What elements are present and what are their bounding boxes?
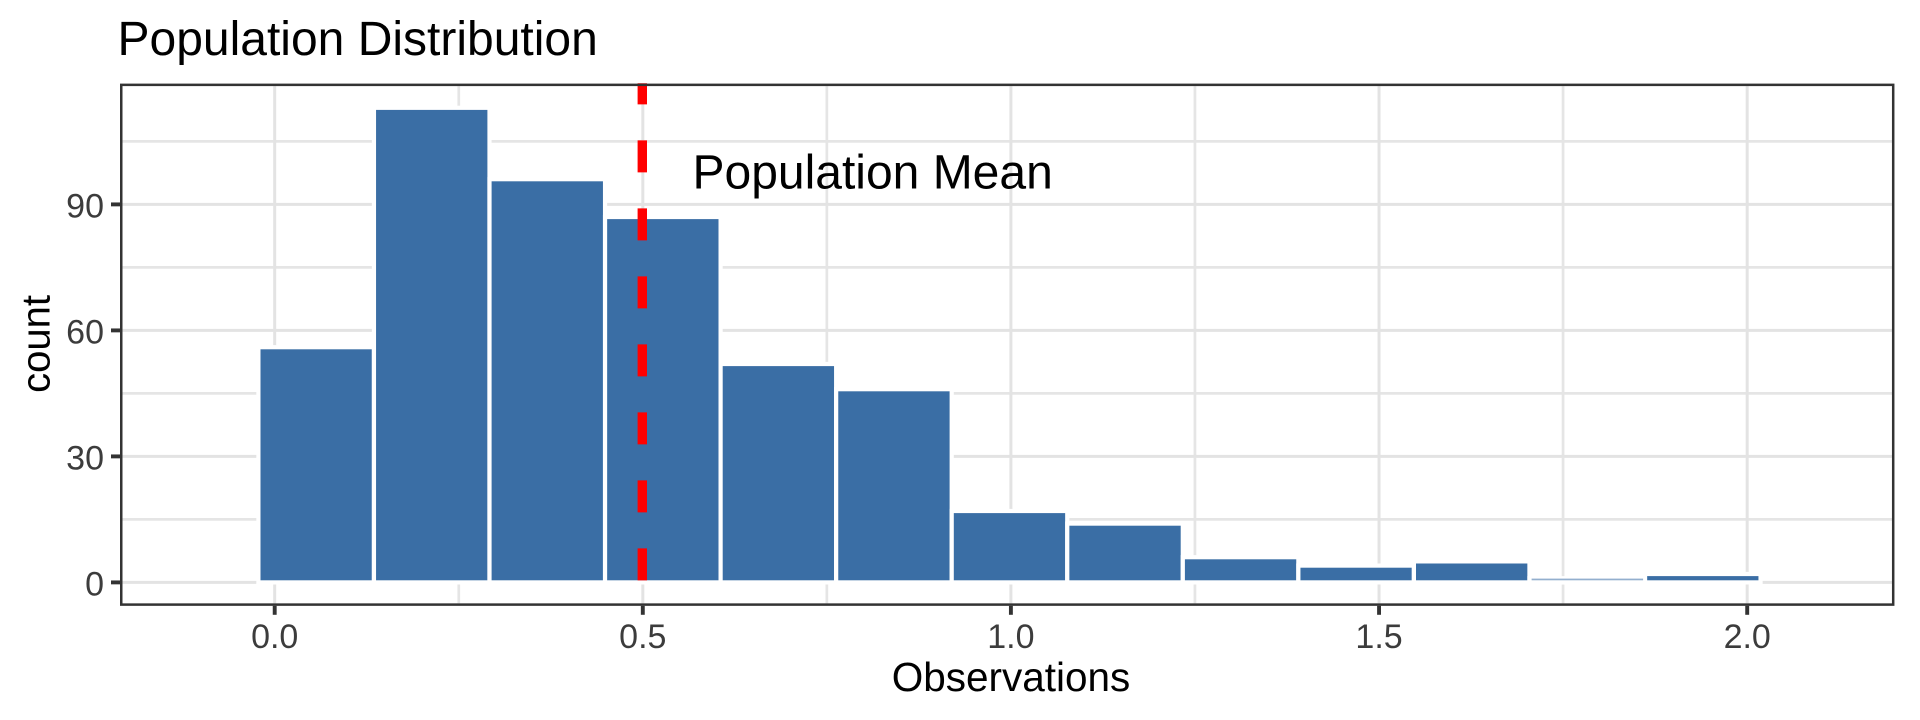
svg-text:2.0: 2.0	[1724, 618, 1771, 656]
svg-text:90: 90	[66, 187, 104, 225]
svg-text:1.5: 1.5	[1355, 618, 1402, 656]
svg-text:0.0: 0.0	[251, 618, 298, 656]
svg-text:1.0: 1.0	[987, 618, 1034, 656]
svg-text:0: 0	[85, 565, 104, 603]
svg-text:Population Distribution: Population Distribution	[118, 13, 598, 66]
svg-text:Observations: Observations	[892, 654, 1131, 700]
svg-text:60: 60	[66, 313, 104, 351]
svg-text:30: 30	[66, 439, 104, 477]
svg-text:count: count	[15, 295, 59, 393]
svg-text:Population Mean: Population Mean	[693, 146, 1053, 199]
svg-text:0.5: 0.5	[619, 618, 666, 656]
